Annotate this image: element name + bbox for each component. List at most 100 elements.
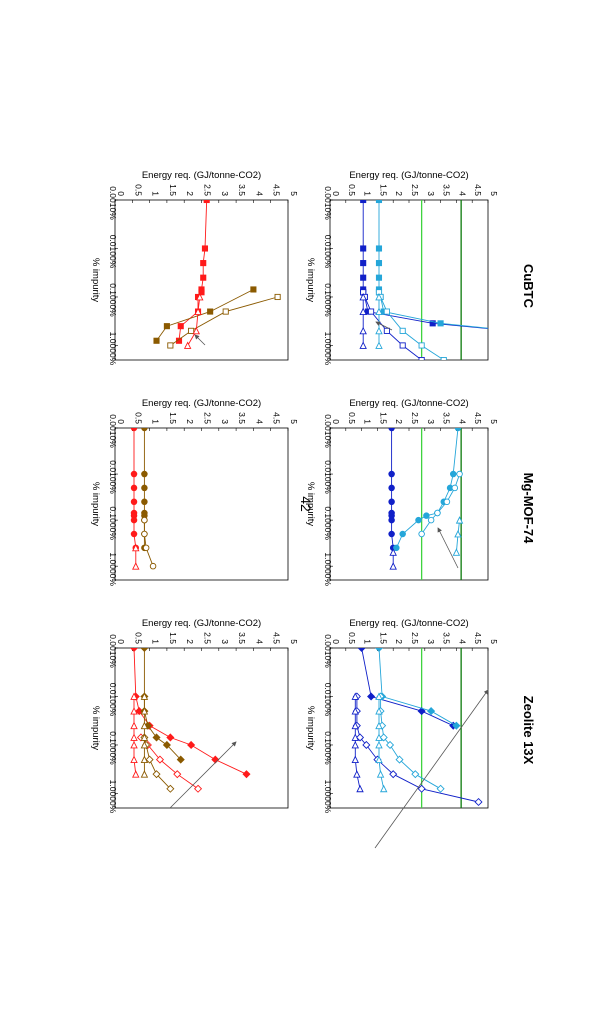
y-axis-label: Energy req. (GJ/tonne-CO2) bbox=[142, 618, 261, 629]
y-axis-label: Energy req. (GJ/tonne-CO2) bbox=[142, 170, 261, 181]
series-line bbox=[378, 648, 457, 727]
data-point bbox=[192, 326, 201, 335]
y-tick-label: 2 bbox=[185, 191, 195, 196]
data-point bbox=[141, 530, 148, 538]
data-point bbox=[194, 784, 203, 793]
data-point bbox=[166, 733, 175, 742]
chart-zeolite-red: 0 0.5 1 1.5 2 2.5 3 3.5 4 4.5 5 0.0010% 0.0100% 0.100… bbox=[90, 618, 299, 814]
data-point bbox=[152, 733, 161, 742]
data-point bbox=[132, 543, 140, 552]
data-point bbox=[375, 755, 383, 764]
data-point bbox=[388, 530, 395, 538]
data-point bbox=[389, 562, 397, 570]
y-tick-label: 2.5 bbox=[410, 184, 420, 196]
data-point bbox=[250, 286, 257, 293]
data-point bbox=[198, 289, 205, 296]
x-axis-label: % impurity bbox=[90, 706, 101, 751]
data-point bbox=[203, 200, 210, 204]
material-label: Mg-MOF-74 bbox=[521, 473, 536, 545]
y-tick-label: 3 bbox=[220, 419, 230, 424]
chart-cubtc-blue: 0 0.5 1 1.5 2 2.5 3 3.5 4 4.5 5 0.0010% 0.0100% 0.100… bbox=[305, 170, 499, 366]
y-tick-label: 2.5 bbox=[410, 412, 420, 424]
plot-area bbox=[351, 648, 483, 808]
y-tick-label: 4 bbox=[457, 191, 467, 196]
data-point bbox=[389, 548, 397, 556]
data-point bbox=[360, 274, 367, 281]
data-point bbox=[141, 428, 148, 432]
data-point bbox=[130, 740, 138, 749]
y-tick-label: 4.5 bbox=[272, 632, 282, 644]
data-point bbox=[149, 562, 157, 570]
data-point bbox=[456, 470, 463, 478]
data-point bbox=[359, 326, 367, 335]
x-axis-label: % impurity bbox=[305, 258, 316, 303]
y-axis-label: Energy req. (GJ/tonne-CO2) bbox=[142, 398, 261, 409]
data-point bbox=[152, 770, 161, 779]
y-tick-label: 3 bbox=[426, 191, 436, 196]
data-point bbox=[427, 516, 435, 524]
data-point bbox=[383, 327, 390, 334]
data-point bbox=[375, 326, 383, 335]
y-tick-label: 3.5 bbox=[442, 412, 452, 424]
y-tick-label: 4.5 bbox=[272, 412, 282, 424]
data-point bbox=[141, 470, 148, 478]
x-tick-label: 0.1000% bbox=[108, 731, 118, 765]
y-tick-label: 0 bbox=[116, 191, 126, 196]
data-point bbox=[140, 770, 149, 778]
data-point bbox=[399, 342, 406, 349]
x-tick-label: 0.0100% bbox=[108, 460, 118, 494]
y-tick-label: 3.5 bbox=[237, 412, 247, 424]
data-point bbox=[196, 292, 204, 301]
y-tick-label: 1.5 bbox=[378, 184, 388, 196]
series-line bbox=[170, 296, 278, 346]
y-tick-label: 1 bbox=[151, 639, 161, 644]
data-point bbox=[351, 733, 360, 741]
y-tick-label: 2.5 bbox=[203, 184, 213, 196]
y-tick-label: 4 bbox=[254, 419, 264, 424]
y-tick-label: 5 bbox=[489, 191, 499, 196]
data-point bbox=[130, 692, 138, 700]
data-point bbox=[130, 516, 138, 524]
y-tick-label: 5 bbox=[289, 639, 299, 644]
data-point bbox=[374, 648, 384, 653]
y-tick-label: 1.5 bbox=[168, 632, 178, 644]
data-point bbox=[141, 498, 148, 506]
data-point bbox=[474, 797, 483, 807]
y-tick-label: 1 bbox=[363, 191, 373, 196]
trend-arrow bbox=[375, 321, 393, 331]
data-point bbox=[351, 707, 360, 715]
y-tick-label: 2 bbox=[394, 419, 404, 424]
data-point bbox=[129, 648, 139, 653]
data-point bbox=[360, 245, 367, 252]
y-tick-label: 0 bbox=[331, 639, 341, 644]
x-tick-label: 0.0100% bbox=[323, 683, 333, 717]
data-point bbox=[375, 260, 383, 267]
data-point bbox=[130, 721, 138, 730]
x-tick-label: 0.0100% bbox=[323, 460, 333, 494]
data-point bbox=[351, 740, 360, 749]
y-tick-label: 3.5 bbox=[237, 184, 247, 196]
y-tick-label: 1 bbox=[151, 191, 161, 196]
data-point bbox=[166, 784, 175, 793]
data-point bbox=[360, 260, 367, 267]
data-point bbox=[130, 484, 138, 492]
data-point bbox=[388, 428, 395, 432]
data-point bbox=[362, 740, 371, 750]
chart-zeolite-blue: 0 0.5 1 1.5 2 2.5 3 3.5 4 4.5 5 0.0010% 0.0100% 0.100… bbox=[305, 618, 499, 814]
data-point bbox=[375, 274, 383, 281]
y-tick-label: 5 bbox=[489, 419, 499, 424]
data-point bbox=[375, 341, 383, 349]
x-tick-label: 1.0000% bbox=[323, 332, 333, 366]
x-tick-label: 0.0100% bbox=[108, 683, 118, 717]
x-tick-label: 1.0000% bbox=[323, 780, 333, 814]
y-tick-label: 3.5 bbox=[442, 184, 452, 196]
data-point bbox=[140, 648, 149, 653]
data-point bbox=[187, 740, 196, 750]
y-tick-label: 1 bbox=[363, 639, 373, 644]
y-tick-label: 4.5 bbox=[473, 412, 483, 424]
chart-cubtc-red: 0 0.5 1 1.5 2 2.5 3 3.5 4 4.5 5 0.0010% 0.0100% 0.100… bbox=[90, 170, 299, 366]
y-tick-label: 2 bbox=[185, 419, 195, 424]
y-tick-label: 5 bbox=[289, 191, 299, 196]
